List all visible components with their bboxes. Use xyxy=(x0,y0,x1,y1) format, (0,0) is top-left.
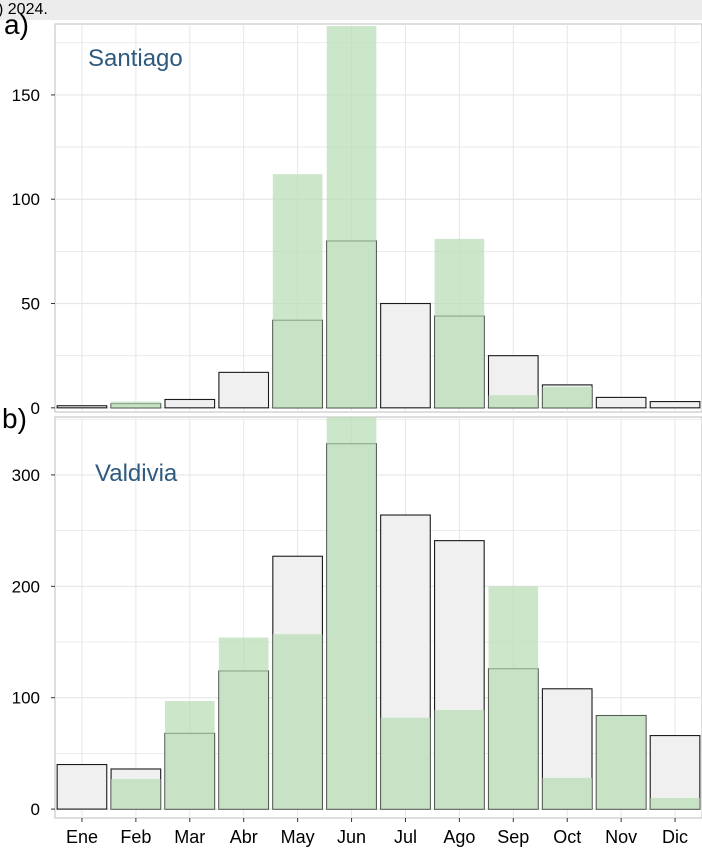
bar-observed xyxy=(649,735,701,810)
x-tick-label: Abr xyxy=(230,827,258,847)
y-tick-label: 300 xyxy=(12,466,40,485)
x-tick-label: Ago xyxy=(443,827,475,847)
bar-green xyxy=(218,637,269,810)
bar-green xyxy=(650,797,700,810)
panel-label: b) xyxy=(2,403,27,434)
caption-fragment: ) 2024. xyxy=(0,1,48,18)
bar-green xyxy=(488,395,539,408)
x-tick-label: Nov xyxy=(605,827,637,847)
panel-label: a) xyxy=(4,9,29,40)
top-strip xyxy=(0,0,702,20)
bar-green xyxy=(596,715,646,810)
x-tick-label: Jul xyxy=(394,827,417,847)
bar-observed xyxy=(380,302,431,409)
bar-green xyxy=(542,386,593,408)
chart-title: Santiago xyxy=(88,45,183,72)
bar-observed xyxy=(218,371,270,409)
bar-green xyxy=(488,586,539,810)
y-tick-label: 200 xyxy=(12,577,40,596)
bar-green xyxy=(272,634,323,810)
panel-valdivia: 0 100 200 300 b) Valdivia Ene Feb Mar Abr May Jun Ju… xyxy=(2,403,702,847)
y-tick-label: 0 xyxy=(31,800,40,819)
bar-green xyxy=(542,777,593,810)
x-tick-label: Feb xyxy=(120,827,151,847)
bar-green xyxy=(434,238,485,408)
plot-area xyxy=(54,416,702,819)
bar-observed xyxy=(56,763,108,810)
bar-observed xyxy=(56,405,108,409)
x-tick-label: Dic xyxy=(662,827,688,847)
bar-green xyxy=(380,717,431,810)
x-tick-label: Ene xyxy=(66,827,98,847)
y-tick-label: 150 xyxy=(12,86,40,105)
bar-green xyxy=(164,701,215,810)
bar-observed xyxy=(649,401,701,409)
bar-green xyxy=(111,401,161,408)
plot-area xyxy=(54,23,702,413)
bar-observed xyxy=(164,398,216,409)
chart-title: Valdivia xyxy=(95,460,178,487)
y-tick-label: 100 xyxy=(12,190,40,209)
y-tick-label: 50 xyxy=(21,295,40,314)
x-tick-label: Sep xyxy=(497,827,529,847)
bar-green xyxy=(272,174,323,408)
x-tick-label: May xyxy=(281,827,315,847)
bar-green xyxy=(111,779,161,810)
bar-green xyxy=(434,709,485,810)
y-tick-label: 100 xyxy=(12,689,40,708)
panel-santiago: 0 50 100 150 a) Santiago xyxy=(4,9,702,418)
bar-observed xyxy=(595,396,647,409)
x-tick-label: Oct xyxy=(553,827,581,847)
x-tick-label: Mar xyxy=(174,827,205,847)
bar-green xyxy=(326,26,377,408)
y-tick-label: 0 xyxy=(31,399,40,418)
x-tick-label: Jun xyxy=(337,827,366,847)
bar-green xyxy=(326,417,377,810)
